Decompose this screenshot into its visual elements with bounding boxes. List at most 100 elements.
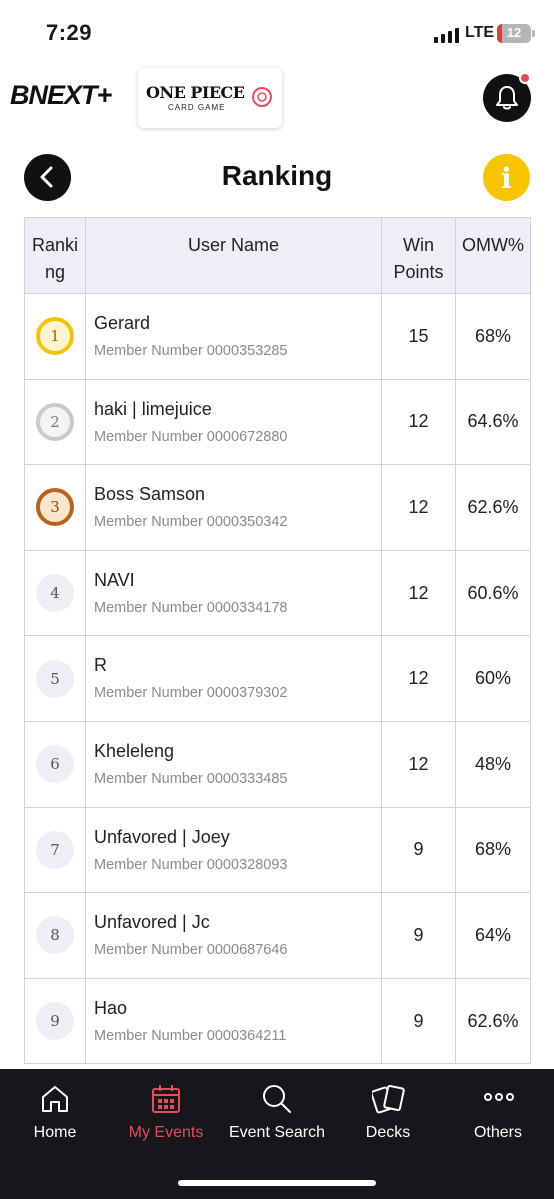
win-points: 12 [381,720,456,808]
column-header-ranking: Ranki ng [24,217,86,294]
page-title: Ranking [221,160,333,191]
game-subtitle: CARD GAME [168,103,226,112]
bottom-nav: Home My Events Event Search Decks [0,1069,554,1199]
user-name: Kheleleng [94,740,175,761]
nav-decks[interactable]: Decks [333,1069,443,1159]
win-points: 12 [381,464,456,551]
search-icon [263,1085,291,1113]
game-title: ONE PIECE [146,83,245,102]
user-name: Unfavored | Jc [94,912,210,933]
rank-badge: 7 [36,830,74,869]
omw-percent: 62.6% [455,977,531,1065]
rank-cell: 7 [24,806,86,894]
battery-cap [532,30,535,37]
nav-event-search-label: Event Search [228,1124,326,1141]
bell-icon [496,86,518,110]
nav-others-label: Others [473,1124,522,1141]
omw-percent: 64% [455,892,531,979]
rank-badge: 9 [36,1002,74,1041]
user-name: NAVI [94,569,135,590]
omw-percent: 64.6% [455,378,531,466]
user-name: haki | limejuice [94,398,212,419]
rank-cell: 8 [24,892,86,979]
table-row[interactable]: 9 Hao Member Number 0000364211 9 62.6% [24,977,531,1065]
rank-badge: 8 [36,916,74,955]
user-name: R [94,655,107,676]
rank-badge: 2 [36,402,74,441]
omw-percent: 68% [455,806,531,894]
info-button[interactable]: i [483,154,530,201]
table-row[interactable]: 7 Unfavored | Joey Member Number 000032809… [24,806,531,894]
calendar-icon [152,1085,180,1113]
battery-icon: 12 [497,24,531,43]
omw-percent: 48% [455,720,531,808]
user-cell: haki | limejuice Member Number 0000672880 [85,378,382,466]
member-number: Member Number 0000672880 [94,428,288,445]
app-header: BNEXT+ ONE PIECE CARD GAME [0,66,554,130]
user-name: Hao [94,997,128,1018]
nav-home-label: Home [33,1124,77,1141]
signal-icon [434,27,460,43]
table-row[interactable]: 5 R Member Number 0000379302 12 60% [24,635,531,722]
cards-icon [372,1084,405,1114]
brand-logo: BNEXT+ [10,80,112,110]
member-number: Member Number 0000379302 [94,685,288,702]
rank-cell: 3 [24,464,86,551]
rank-cell: 4 [24,549,86,637]
member-number: Member Number 0000687646 [94,942,288,959]
win-points: 12 [381,635,456,722]
win-points: 9 [381,806,456,894]
home-indicator [178,1180,376,1186]
rank-badge: 6 [36,745,74,784]
win-points: 9 [381,892,456,979]
user-cell: Boss Samson Member Number 0000350342 [85,464,382,551]
win-points: 12 [381,549,456,637]
user-cell: Hao Member Number 0000364211 [85,977,382,1065]
more-icon [484,1093,514,1101]
user-cell: Unfavored | Jc Member Number 0000687646 [85,892,382,979]
network-type: LTE [465,24,495,41]
rank-badge: 1 [36,317,74,356]
user-cell: Kheleleng Member Number 0000333485 [85,720,382,808]
table-header-row: Ranki ng User Name Win Points OMW% [24,217,531,294]
nav-event-search[interactable]: Event Search [222,1069,332,1159]
nav-my-events-label: My Events [128,1124,204,1141]
table-row[interactable]: 6 Kheleleng Member Number 0000333485 12 48% [24,720,531,808]
user-cell: Unfavored | Joey Member Number 0000328093 [85,806,382,894]
game-emblem-icon [252,87,272,107]
member-number: Member Number 0000328093 [94,856,288,873]
back-button[interactable] [24,154,71,201]
table-row[interactable]: 4 NAVI Member Number 0000334178 12 60.6% [24,549,531,637]
rank-badge: 4 [36,574,74,613]
user-cell: R Member Number 0000379302 [85,635,382,722]
notification-dot [519,72,531,84]
table-row[interactable]: 3 Boss Samson Member Number 0000350342 12 62… [24,464,531,551]
rank-badge: 3 [36,488,74,527]
rank-cell: 9 [24,977,86,1065]
game-selector[interactable]: ONE PIECE CARD GAME [138,68,282,128]
omw-percent: 68% [455,293,531,380]
win-points: 15 [381,293,456,380]
home-icon [42,1086,68,1112]
table-row[interactable]: 8 Unfavored | Jc Member Number 0000687646 9… [24,892,531,979]
rank-cell: 5 [24,635,86,722]
table-row[interactable]: 2 haki | limejuice Member Number 000067288… [24,378,531,466]
nav-home[interactable]: Home [0,1069,110,1159]
omw-percent: 62.6% [455,464,531,551]
omw-percent: 60% [455,635,531,722]
battery-level: 12 [506,25,522,40]
member-number: Member Number 0000334178 [94,599,288,616]
user-name: Boss Samson [94,484,206,505]
status-time: 7:29 [46,20,93,45]
rank-cell: 1 [24,293,86,380]
ranking-table: Ranki ng User Name Win Points OMW% 1 Gerard… [24,217,531,1065]
user-cell: NAVI Member Number 0000334178 [85,549,382,637]
member-number: Member Number 0000350342 [94,514,288,531]
win-points: 9 [381,977,456,1065]
nav-my-events[interactable]: My Events [111,1069,221,1159]
table-row[interactable]: 1 Gerard Member Number 0000353285 15 68% [24,293,531,380]
rank-badge: 5 [36,659,74,698]
member-number: Member Number 0000353285 [94,343,288,359]
nav-decks-label: Decks [365,1124,411,1141]
nav-others[interactable]: Others [443,1069,553,1159]
